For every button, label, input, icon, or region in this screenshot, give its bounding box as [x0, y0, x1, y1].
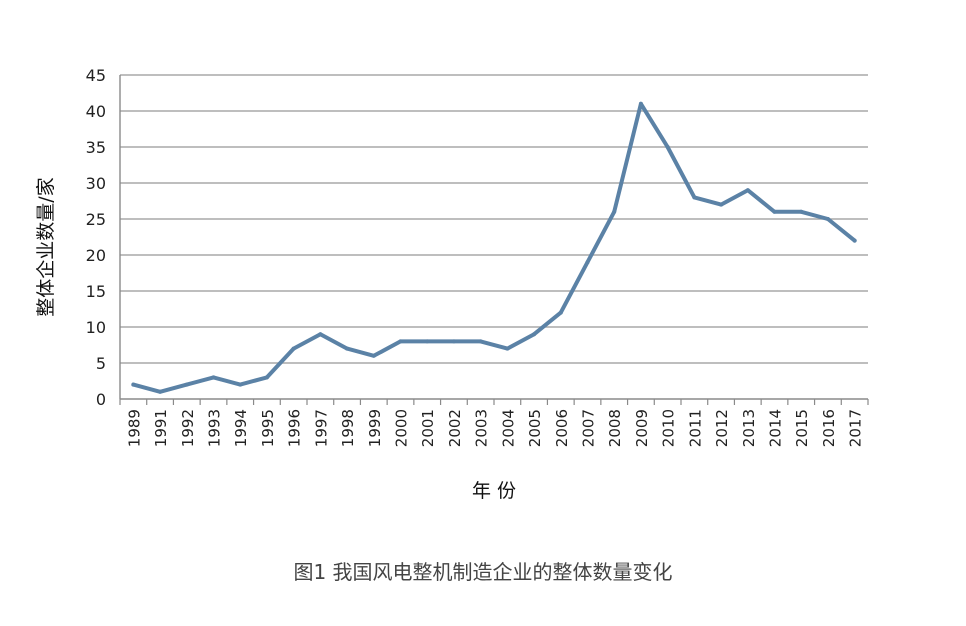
y-tick-label: 5	[96, 354, 106, 373]
x-tick-label: 2012	[713, 409, 731, 447]
x-tick-label: 1993	[206, 409, 224, 447]
y-tick-label: 20	[86, 246, 106, 265]
series-line	[131, 101, 857, 394]
x-tick-label: 2004	[499, 409, 517, 447]
x-tick-label: 2015	[793, 409, 811, 447]
x-tick-label: 1989	[125, 409, 143, 447]
y-tick-labels: 0 5 10 15 20 25 30 35 40 45	[86, 66, 106, 409]
data-point	[505, 346, 510, 351]
x-tick-label: 2008	[606, 409, 624, 447]
data-point	[585, 260, 590, 265]
y-tick-label: 15	[86, 282, 106, 301]
x-tick-label: 1996	[286, 409, 304, 447]
data-point	[799, 209, 804, 214]
data-point	[211, 375, 216, 380]
y-tick-label: 10	[86, 318, 106, 337]
x-tick-label: 2007	[580, 409, 598, 447]
data-point	[425, 339, 430, 344]
data-point	[451, 339, 456, 344]
data-point	[638, 101, 643, 106]
y-tick-label: 30	[86, 174, 106, 193]
data-point	[745, 188, 750, 193]
x-tick-label: 2017	[847, 409, 865, 447]
data-point	[158, 389, 163, 394]
data-point	[264, 375, 269, 380]
x-tick-label: 1997	[312, 409, 330, 447]
data-point	[612, 209, 617, 214]
y-tick-label: 0	[96, 390, 106, 409]
data-point	[345, 346, 350, 351]
data-point	[371, 353, 376, 358]
data-point	[825, 217, 830, 221]
y-tick-label: 35	[86, 138, 106, 157]
x-tick-label: 1995	[259, 409, 277, 447]
axes	[119, 75, 869, 405]
x-tick-label: 2010	[660, 409, 678, 447]
x-tick-label: 2013	[740, 409, 758, 447]
x-tick-label: 2014	[767, 409, 785, 447]
x-tick-label: 2011	[686, 409, 704, 447]
y-tick-label: 40	[86, 102, 106, 121]
x-tick-label: 2001	[419, 409, 437, 447]
x-tick-label: 2009	[633, 409, 651, 447]
data-point	[772, 209, 777, 214]
x-tick-label: 1991	[152, 409, 170, 447]
x-tick-label: 2016	[820, 409, 838, 447]
y-tick-label: 25	[86, 210, 106, 229]
x-tick-label: 2006	[553, 409, 571, 447]
x-tick-label: 2003	[473, 409, 491, 447]
data-point	[558, 310, 563, 315]
data-point	[238, 382, 243, 387]
x-tick-label: 1999	[366, 409, 384, 447]
figure-caption: 图1 我国风电整机制造企业的整体数量变化	[293, 560, 673, 584]
x-axis-title: 年 份	[472, 480, 516, 502]
y-axis-title: 整体企业数量/家	[35, 177, 57, 316]
grid-lines	[120, 74, 868, 364]
x-tick-label: 2005	[526, 409, 544, 447]
data-point	[692, 195, 697, 200]
y-tick-label: 45	[86, 66, 106, 85]
series	[131, 101, 857, 394]
x-tick-label: 2002	[446, 409, 464, 447]
x-tick-labels: 1989 1991 1992 1993 1994 1995 1996 1997 1998 1999…	[125, 409, 864, 447]
x-tick-label: 1998	[339, 409, 357, 447]
data-point	[184, 382, 189, 387]
data-point	[719, 202, 724, 207]
data-point	[478, 339, 483, 344]
data-point	[131, 382, 136, 387]
x-tick-label: 1994	[232, 409, 250, 447]
data-point	[291, 346, 296, 351]
data-point	[665, 145, 670, 149]
data-point	[532, 332, 537, 337]
data-point	[852, 238, 857, 243]
x-tick-label: 1992	[179, 409, 197, 447]
x-tick-label: 2000	[393, 409, 411, 447]
data-point	[398, 339, 403, 344]
data-point	[318, 332, 323, 337]
